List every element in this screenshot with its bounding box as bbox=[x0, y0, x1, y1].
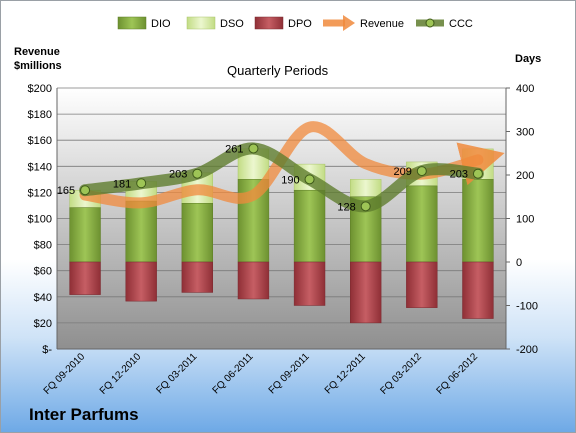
legend-swatch-dio bbox=[117, 16, 147, 30]
left-tick-label: $80 bbox=[34, 240, 52, 252]
left-tick-label: $20 bbox=[34, 318, 52, 330]
dso-bar bbox=[350, 179, 382, 198]
left-tick-label: $120 bbox=[28, 187, 52, 199]
lines: 165 181 203 261 190 128 209 203 bbox=[57, 121, 505, 213]
ccc-data-label: 203 bbox=[169, 169, 187, 181]
ccc-data-label: 261 bbox=[225, 143, 243, 155]
left-tick-label: $100 bbox=[28, 214, 52, 226]
left-tick-label: $40 bbox=[34, 292, 52, 304]
ccc-point bbox=[304, 174, 315, 185]
ccc-point bbox=[80, 185, 91, 196]
legend-label: CCC bbox=[449, 18, 473, 30]
ccc-point bbox=[472, 168, 483, 179]
legend-label: Revenue bbox=[360, 18, 404, 30]
ccc-data-label: 128 bbox=[337, 201, 355, 213]
right-tick-label: 0 bbox=[516, 257, 522, 269]
right-axis-title: Days bbox=[515, 53, 542, 65]
ccc-data-label: 181 bbox=[113, 178, 131, 190]
legend: DIO DSO DPO Revenue CCC bbox=[117, 15, 473, 31]
dpo-bar bbox=[181, 261, 213, 293]
category-label: FQ 09-2011 bbox=[267, 351, 312, 396]
ccc-data-label: 165 bbox=[57, 185, 75, 197]
right-tick-label: -100 bbox=[516, 301, 538, 313]
dpo-bar bbox=[293, 261, 326, 306]
legend-arrow-icon bbox=[343, 15, 355, 31]
ccc-data-label: 190 bbox=[281, 174, 299, 186]
ccc-point bbox=[136, 178, 147, 189]
legend-label: DSO bbox=[220, 18, 244, 30]
left-tick-label: $180 bbox=[28, 109, 52, 121]
ccc-line bbox=[79, 142, 484, 213]
ccc-data-label: 209 bbox=[393, 166, 411, 178]
left-tick-label: $200 bbox=[28, 83, 52, 95]
legend-label: DIO bbox=[151, 18, 171, 30]
left-tick-label: $160 bbox=[28, 135, 52, 147]
dio-bar bbox=[406, 185, 438, 263]
legend-label: DPO bbox=[288, 18, 312, 30]
company-name: Inter Parfums bbox=[29, 405, 139, 424]
dpo-bar bbox=[69, 261, 101, 295]
left-tick-label: $- bbox=[42, 344, 52, 356]
category-label: FQ 03-2012 bbox=[378, 351, 424, 397]
category-label: FQ 06-2012 bbox=[435, 351, 481, 397]
dio-bar bbox=[181, 203, 213, 263]
right-tick-label: 400 bbox=[516, 83, 534, 95]
category-label: FQ 09-2010 bbox=[42, 351, 88, 397]
category-label: FQ 12-2011 bbox=[323, 351, 368, 396]
category-label: FQ 06-2011 bbox=[211, 351, 256, 396]
legend-dot-icon bbox=[425, 18, 435, 28]
legend-swatch-dso bbox=[186, 16, 216, 30]
right-tick-label: 100 bbox=[516, 214, 534, 226]
right-tick-label: 300 bbox=[516, 127, 534, 139]
legend-swatch-dpo bbox=[254, 16, 284, 30]
dio-bar bbox=[462, 179, 494, 263]
right-tick-label: -200 bbox=[516, 344, 538, 356]
dio-bar bbox=[125, 200, 157, 263]
chart-title: Quarterly Periods bbox=[227, 63, 329, 78]
left-tick-label: $140 bbox=[28, 161, 52, 173]
ccc-point bbox=[192, 168, 203, 179]
dio-bar bbox=[293, 189, 326, 263]
category-label: FQ 12-2010 bbox=[98, 351, 144, 397]
ccc-point bbox=[248, 143, 259, 154]
category-label: FQ 03-2011 bbox=[154, 351, 199, 396]
left-tick-label: $60 bbox=[34, 266, 52, 278]
ccc-point bbox=[416, 166, 427, 177]
left-axis-title-line1: Revenue bbox=[14, 46, 60, 58]
dio-bar bbox=[69, 207, 101, 263]
dpo-bar bbox=[125, 261, 157, 302]
dpo-bar bbox=[462, 261, 494, 319]
right-tick-label: 200 bbox=[516, 170, 534, 182]
left-axis-title-line2: $millions bbox=[14, 60, 62, 72]
dpo-bar bbox=[350, 261, 382, 324]
ccc-point bbox=[360, 201, 371, 212]
dpo-bar bbox=[237, 261, 270, 300]
dpo-bar bbox=[406, 261, 438, 308]
ccc-data-label: 203 bbox=[450, 169, 468, 181]
